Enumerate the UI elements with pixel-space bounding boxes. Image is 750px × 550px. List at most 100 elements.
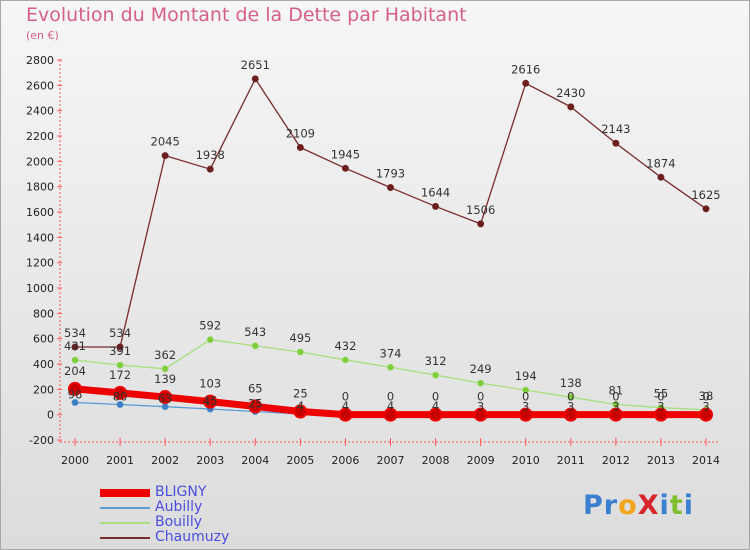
data-label-bligny: 0 <box>612 390 619 404</box>
data-label-bouilly: 432 <box>334 339 356 353</box>
chart-legend: BLIGNY Aubilly Bouilly Chaumuzy <box>100 484 270 545</box>
data-label-aubilly: 4 <box>342 399 349 413</box>
data-point-bligny <box>653 407 668 422</box>
data-point-bouilly <box>296 348 304 356</box>
data-point-chaumuzy <box>612 139 620 147</box>
data-label-bouilly: 249 <box>470 362 492 376</box>
legend-label: Chaumuzy <box>155 529 230 545</box>
data-label-bligny: 25 <box>293 387 308 401</box>
data-point-chaumuzy <box>341 164 349 172</box>
data-point-chaumuzy <box>296 144 304 152</box>
y-tick-label: 1200 <box>26 257 54 270</box>
x-tick-label: 2013 <box>647 454 675 467</box>
logo-letter: X <box>637 490 660 521</box>
data-label-bouilly: 391 <box>109 344 131 358</box>
logo-letter: r <box>603 490 619 521</box>
data-label-aubilly: 3 <box>657 399 664 413</box>
data-point-bouilly <box>432 371 440 379</box>
data-label-bouilly: 55 <box>654 387 669 401</box>
logo-letter: t <box>669 490 684 521</box>
data-label-bligny: 0 <box>477 390 484 404</box>
data-label-bouilly: 592 <box>199 319 221 333</box>
x-tick-label: 2001 <box>106 454 134 467</box>
data-label-aubilly: 3 <box>702 399 709 413</box>
chart-title: Evolution du Montant de la Dette par Hab… <box>26 4 467 26</box>
y-tick-label: 2400 <box>26 105 54 118</box>
y-tick-label: 400 <box>33 358 54 371</box>
data-label-bouilly: 81 <box>609 383 624 397</box>
data-point-aubilly <box>116 401 124 409</box>
data-point-bligny <box>68 381 82 396</box>
data-label-chaumuzy: 2651 <box>241 58 270 72</box>
data-label-chaumuzy: 534 <box>109 326 131 340</box>
data-point-aubilly <box>71 399 79 407</box>
x-tick-label: 2011 <box>557 454 585 467</box>
data-point-bligny <box>113 385 128 400</box>
data-label-bligny: 139 <box>154 372 176 386</box>
data-point-bligny <box>699 407 713 422</box>
legend-label: Bouilly <box>155 514 202 530</box>
y-tick-label: 0 <box>47 409 54 422</box>
data-label-bligny: 103 <box>199 377 221 391</box>
data-label-aubilly: 3 <box>567 399 574 413</box>
legend-swatch <box>100 522 150 524</box>
data-label-bouilly: 138 <box>560 376 582 390</box>
data-point-bligny <box>383 407 398 422</box>
data-label-chaumuzy: 1644 <box>421 185 450 199</box>
legend-item-aubilly: Aubilly <box>100 499 270 515</box>
data-label-bligny: 0 <box>657 390 664 404</box>
data-point-bligny <box>473 407 488 422</box>
data-label-chaumuzy: 2045 <box>151 135 180 149</box>
legend-item-bouilly: Bouilly <box>100 514 270 530</box>
y-tick-label: 1400 <box>26 231 54 244</box>
data-label-bouilly: 543 <box>244 325 266 339</box>
data-label-bouilly: 431 <box>64 339 86 353</box>
data-point-bouilly <box>206 336 214 344</box>
y-tick-label: 1600 <box>26 206 54 219</box>
data-label-bouilly: 495 <box>289 331 311 345</box>
data-label-aubilly: 45 <box>203 394 218 408</box>
legend-swatch <box>100 507 150 509</box>
logo-letter: o <box>618 490 638 521</box>
data-point-chaumuzy <box>251 75 259 83</box>
x-tick-label: 2009 <box>467 454 495 467</box>
data-label-aubilly: 80 <box>113 390 128 404</box>
data-point-chaumuzy <box>206 165 214 173</box>
data-label-bouilly: 38 <box>699 389 714 403</box>
y-tick-label: 800 <box>33 307 54 320</box>
data-point-bouilly <box>116 361 124 369</box>
data-point-bligny <box>158 390 173 405</box>
data-label-bligny: 172 <box>109 368 131 382</box>
y-tick-label: 2200 <box>26 130 54 143</box>
data-point-bouilly <box>612 400 620 408</box>
y-tick-label: 2600 <box>26 79 54 92</box>
data-label-aubilly: 96 <box>68 388 83 402</box>
y-tick-label: 200 <box>33 383 54 396</box>
chart-subtitle: (en €) <box>26 29 59 42</box>
data-point-chaumuzy <box>522 79 530 87</box>
data-label-bligny: 0 <box>432 390 439 404</box>
data-point-chaumuzy <box>477 220 485 228</box>
data-point-chaumuzy <box>567 103 575 111</box>
data-label-aubilly: 4 <box>387 399 394 413</box>
logo-letter: i <box>683 490 694 521</box>
legend-swatch <box>100 537 150 539</box>
data-point-chaumuzy <box>432 202 440 210</box>
series-line-chaumuzy <box>75 78 707 348</box>
data-label-chaumuzy: 1506 <box>466 203 495 217</box>
data-label-bligny: 0 <box>702 390 709 404</box>
y-tick-label: 600 <box>33 333 54 346</box>
data-label-aubilly: 3 <box>477 399 484 413</box>
data-label-chaumuzy: 1938 <box>196 148 225 162</box>
data-label-bligny: 65 <box>248 381 263 395</box>
data-label-aubilly: 63 <box>158 392 173 406</box>
x-tick-label: 2010 <box>512 454 540 467</box>
proxiti-logo: ProXiti <box>583 490 694 521</box>
data-label-aubilly: 3 <box>612 399 619 413</box>
data-label-aubilly: 3 <box>522 399 529 413</box>
data-point-chaumuzy <box>657 173 665 181</box>
x-tick-label: 2012 <box>602 454 630 467</box>
data-point-bligny <box>518 407 533 422</box>
data-label-aubilly: 4 <box>297 399 304 413</box>
